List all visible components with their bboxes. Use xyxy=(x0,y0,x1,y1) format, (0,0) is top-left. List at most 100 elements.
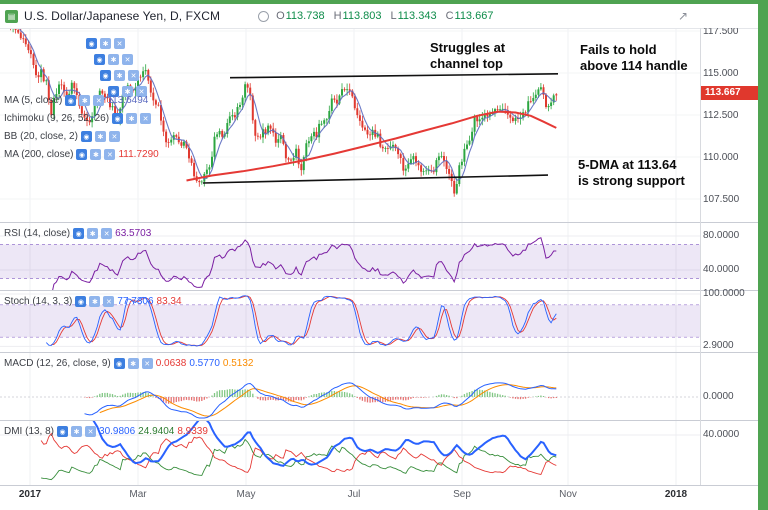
indicator-action-icons[interactable]: ◉ ✱ ✕ xyxy=(108,86,147,97)
open-label: O xyxy=(276,10,285,22)
delete-icon[interactable]: ✕ xyxy=(93,95,105,106)
high-value: 113.803 xyxy=(342,10,382,22)
settings-icon[interactable]: ✱ xyxy=(90,149,102,160)
indicator-row-ma200[interactable]: MA (200, close) ◉ ✱ ✕ 111.7290 xyxy=(4,149,159,160)
settings-icon[interactable]: ✱ xyxy=(100,38,111,49)
share-icon[interactable]: ↗ xyxy=(677,9,688,23)
stoch-tick: 100.0000 xyxy=(703,288,745,299)
ohlc-values: O113.738 H113.803 L113.343 C113.667 xyxy=(276,10,493,22)
indicator-row-dmi[interactable]: DMI (13, 8) ◉ ✱ ✕ 30.9806 24.9404 8.9339 xyxy=(4,426,208,437)
eye-icon[interactable]: ◉ xyxy=(57,426,69,437)
price-chart[interactable] xyxy=(0,28,700,485)
eye-icon[interactable]: ◉ xyxy=(112,113,124,124)
panel-divider xyxy=(0,485,758,486)
delete-icon[interactable]: ✕ xyxy=(103,296,115,307)
macd-hist-value: 0.0638 xyxy=(155,358,187,369)
delete-icon[interactable]: ✕ xyxy=(108,131,120,142)
minus-di-value: 8.9339 xyxy=(177,426,208,437)
eye-icon[interactable]: ◉ xyxy=(76,149,88,160)
delete-icon[interactable]: ✕ xyxy=(136,86,147,97)
panel-divider[interactable] xyxy=(0,222,758,223)
delete-icon[interactable]: ✕ xyxy=(104,149,116,160)
indicator-row-stoch[interactable]: Stoch (14, 3, 3) ◉ ✱ ✕ 77.7306 83.34 xyxy=(4,296,182,307)
logo-icon[interactable]: ▤ xyxy=(5,9,18,23)
eye-icon[interactable]: ◉ xyxy=(73,228,85,239)
indicator-label: Ichimoku (9, 26, 52, 26) xyxy=(4,113,110,124)
indicator-label: Stoch (14, 3, 3) xyxy=(4,296,73,307)
settings-icon[interactable]: ✱ xyxy=(71,426,83,437)
indicator-value: 63.5703 xyxy=(115,228,152,239)
time-label: Mar xyxy=(129,489,147,500)
chart-header: ▤ U.S. Dollar/Japanese Yen, D, FXCM O113… xyxy=(0,4,758,28)
indicator-value: 113.6494 xyxy=(107,95,149,106)
indicator-label: DMI (13, 8) xyxy=(4,426,55,437)
rsi-tick: 80.0000 xyxy=(703,230,740,241)
settings-icon[interactable]: ✱ xyxy=(114,70,125,81)
low-value: 113.343 xyxy=(397,10,437,22)
indicator-action-icons[interactable]: ◉ ✱ ✕ xyxy=(86,38,125,49)
macd-value: 0.5770 xyxy=(189,358,220,369)
symbol-title[interactable]: U.S. Dollar/Japanese Yen, D, FXCM xyxy=(24,9,221,23)
settings-icon[interactable]: ✱ xyxy=(108,54,119,65)
eye-icon[interactable]: ◉ xyxy=(100,70,111,81)
price-tick: 107.500 xyxy=(703,194,740,205)
close-value: 113.667 xyxy=(454,10,494,22)
settings-icon[interactable]: ✱ xyxy=(79,95,91,106)
indicator-row-rsi[interactable]: RSI (14, close) ◉ ✱ ✕ 63.5703 xyxy=(4,228,151,239)
delete-icon[interactable]: ✕ xyxy=(85,426,97,437)
indicator-label: MA (200, close) xyxy=(4,149,74,160)
delete-icon[interactable]: ✕ xyxy=(114,38,125,49)
settings-icon[interactable]: ✱ xyxy=(87,228,99,239)
delete-icon[interactable]: ✕ xyxy=(122,54,133,65)
indicator-label: BB (20, close, 2) xyxy=(4,131,78,142)
low-label: L xyxy=(390,10,397,22)
eye-icon[interactable]: ◉ xyxy=(86,38,97,49)
settings-icon[interactable]: ✱ xyxy=(94,131,106,142)
delete-icon[interactable]: ✕ xyxy=(141,358,153,369)
adx-value: 30.9806 xyxy=(99,426,136,437)
eye-icon[interactable]: ◉ xyxy=(113,358,125,369)
settings-icon[interactable]: ✱ xyxy=(127,358,139,369)
indicator-row-macd[interactable]: MACD (12, 26, close, 9) ◉ ✱ ✕ 0.0638 0.577… xyxy=(4,358,254,369)
panel-divider[interactable] xyxy=(0,420,758,421)
time-label: 2017 xyxy=(18,489,42,500)
settings-icon[interactable]: ✱ xyxy=(89,296,101,307)
price-tick: 117.500 xyxy=(703,26,739,37)
indicator-row-ma5[interactable]: MA (5, close) ◉ ✱ ✕ 113.6494 xyxy=(4,95,148,106)
delete-icon[interactable]: ✕ xyxy=(128,70,139,81)
eye-icon[interactable]: ◉ xyxy=(80,131,92,142)
annotation-5dma-support: 5-DMA at 113.64 is strong support xyxy=(578,157,685,188)
eye-icon[interactable]: ◉ xyxy=(75,296,87,307)
annotation-channel-top: Struggles at channel top xyxy=(430,40,506,71)
indicator-row-ichimoku[interactable]: Ichimoku (9, 26, 52, 26) ◉ ✱ ✕ xyxy=(4,113,152,124)
eye-icon[interactable]: ◉ xyxy=(94,54,105,65)
panel-divider xyxy=(0,28,758,29)
time-label: Sep xyxy=(453,489,471,500)
plus-di-value: 24.9404 xyxy=(138,426,175,437)
delete-icon[interactable]: ✕ xyxy=(101,228,113,239)
eye-icon[interactable]: ◉ xyxy=(108,86,119,97)
stoch-tick: 2.9000 xyxy=(703,340,734,351)
price-tick: 112.500 xyxy=(703,110,739,121)
panel-divider[interactable] xyxy=(0,290,758,291)
settings-icon[interactable]: ✱ xyxy=(122,86,133,97)
indicator-label: MACD (12, 26, close, 9) xyxy=(4,358,111,369)
indicator-label: RSI (14, close) xyxy=(4,228,71,239)
macd-signal-value: 0.5132 xyxy=(222,358,254,369)
page-accent-top xyxy=(0,0,768,4)
indicator-action-icons[interactable]: ◉ ✱ ✕ xyxy=(100,70,139,81)
indicator-action-icons[interactable]: ◉ ✱ ✕ xyxy=(94,54,133,65)
time-label: 2018 xyxy=(664,489,688,500)
page-accent-right xyxy=(758,0,768,510)
price-axis-border xyxy=(700,28,701,485)
close-label: C xyxy=(445,10,454,22)
delete-icon[interactable]: ✕ xyxy=(140,113,152,124)
indicator-row-bb[interactable]: BB (20, close, 2) ◉ ✱ ✕ xyxy=(4,131,120,142)
dmi-tick: 40.0000 xyxy=(703,429,740,440)
last-price-badge: 113.667 xyxy=(701,86,760,100)
eye-icon[interactable]: ◉ xyxy=(65,95,77,106)
panel-divider[interactable] xyxy=(0,352,758,353)
settings-icon[interactable]: ✱ xyxy=(126,113,138,124)
time-label: Nov xyxy=(559,489,577,500)
